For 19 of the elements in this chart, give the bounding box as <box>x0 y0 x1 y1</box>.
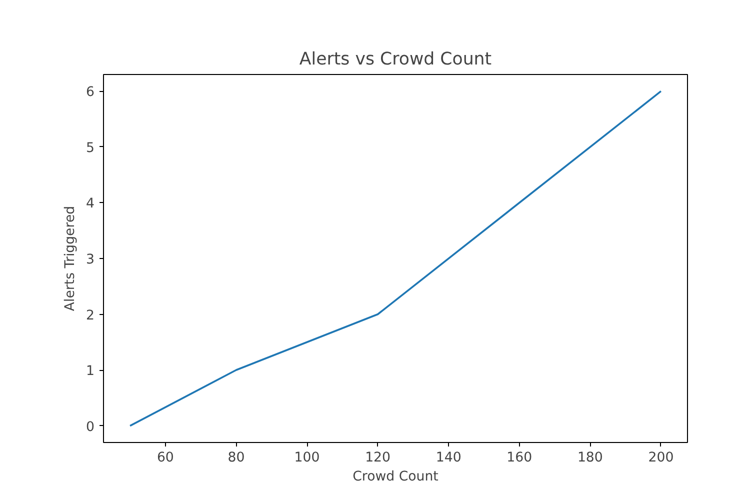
y-tick-label: 5 <box>86 140 95 156</box>
x-tick-label: 60 <box>156 450 174 466</box>
y-tick-label: 3 <box>86 252 95 268</box>
x-axis-title: Crowd Count <box>352 470 438 484</box>
x-tick-label: 120 <box>365 450 391 466</box>
x-tick-label: 180 <box>577 450 603 466</box>
y-tick-label: 0 <box>86 420 95 435</box>
y-tick-label: 4 <box>86 196 95 212</box>
y-axis-title: Alerts Triggered <box>63 206 78 312</box>
y-tick-label: 2 <box>86 308 95 324</box>
line-series <box>129 90 662 427</box>
y-tick-label: 1 <box>86 364 95 380</box>
x-tick-label: 200 <box>648 450 674 466</box>
x-tick-label: 160 <box>506 450 532 466</box>
x-tick-label: 100 <box>294 450 320 466</box>
x-tick-label: 140 <box>436 450 462 466</box>
y-tick-label: 6 <box>86 85 95 100</box>
chart-title: Alerts vs Crowd Count <box>299 50 492 70</box>
x-tick-label: 80 <box>228 450 245 466</box>
